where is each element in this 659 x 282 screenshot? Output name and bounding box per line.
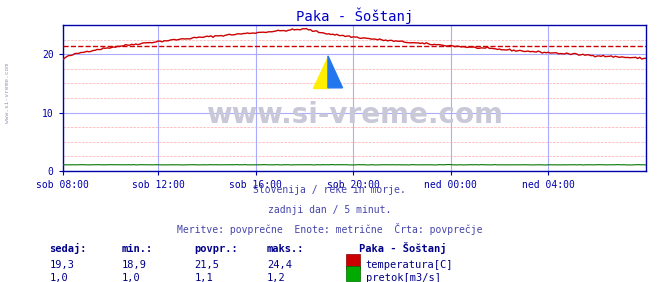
Text: 24,4: 24,4: [267, 261, 292, 270]
Text: 19,3: 19,3: [49, 261, 74, 270]
Text: Paka - Šoštanj: Paka - Šoštanj: [359, 243, 447, 254]
Text: 18,9: 18,9: [122, 261, 147, 270]
Text: 1,0: 1,0: [122, 273, 140, 282]
Text: temperatura[C]: temperatura[C]: [366, 261, 453, 270]
Text: 1,1: 1,1: [194, 273, 213, 282]
Text: pretok[m3/s]: pretok[m3/s]: [366, 273, 441, 282]
Text: 21,5: 21,5: [194, 261, 219, 270]
Text: maks.:: maks.:: [267, 244, 304, 254]
Text: 1,2: 1,2: [267, 273, 285, 282]
Text: Slovenija / reke in morje.: Slovenija / reke in morje.: [253, 185, 406, 195]
Text: www.si-vreme.com: www.si-vreme.com: [206, 102, 503, 129]
Polygon shape: [328, 56, 343, 88]
Text: www.si-vreme.com: www.si-vreme.com: [5, 63, 11, 123]
Text: 1,0: 1,0: [49, 273, 68, 282]
Text: Meritve: povprečne  Enote: metrične  Črta: povprečje: Meritve: povprečne Enote: metrične Črta:…: [177, 223, 482, 235]
Text: sedaj:: sedaj:: [49, 243, 87, 254]
Text: zadnji dan / 5 minut.: zadnji dan / 5 minut.: [268, 205, 391, 215]
Polygon shape: [314, 56, 328, 88]
Text: povpr.:: povpr.:: [194, 244, 238, 254]
Text: min.:: min.:: [122, 244, 153, 254]
Title: Paka - Šoštanj: Paka - Šoštanj: [296, 8, 413, 24]
